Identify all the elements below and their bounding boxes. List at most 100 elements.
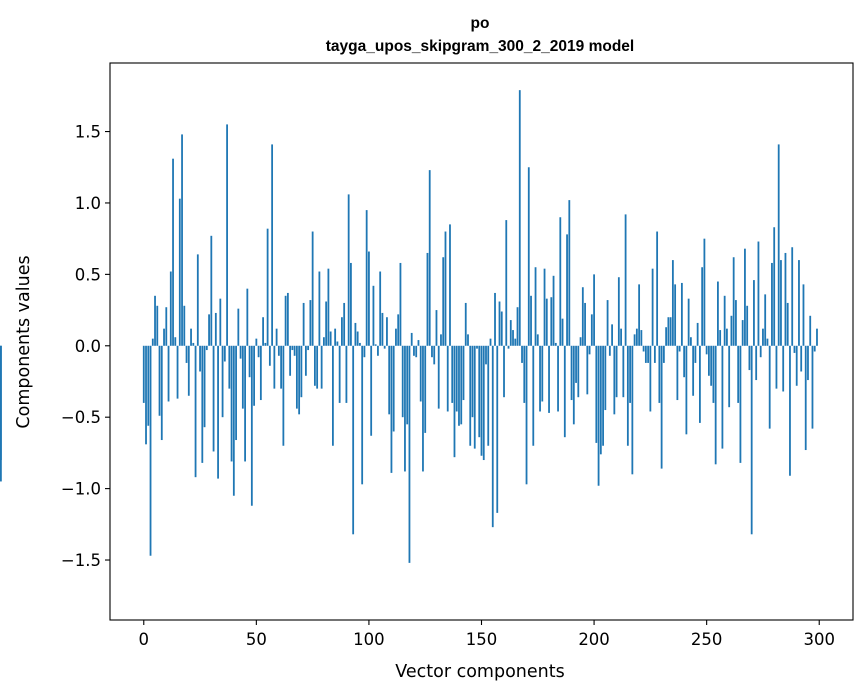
bar bbox=[798, 260, 800, 346]
bar bbox=[221, 345, 224, 418]
bar bbox=[491, 345, 494, 528]
bar bbox=[570, 345, 573, 401]
bar bbox=[516, 307, 519, 346]
bar bbox=[163, 328, 165, 346]
bar bbox=[257, 345, 260, 358]
bar bbox=[687, 298, 690, 346]
bar bbox=[392, 345, 395, 432]
bar bbox=[647, 345, 650, 363]
bar bbox=[665, 327, 668, 346]
bar bbox=[775, 345, 778, 389]
bar bbox=[518, 90, 521, 346]
bar bbox=[446, 345, 449, 412]
bar bbox=[757, 241, 760, 346]
bar bbox=[521, 345, 523, 363]
bar bbox=[426, 252, 429, 346]
bar bbox=[786, 302, 789, 346]
bar bbox=[469, 345, 472, 446]
bar bbox=[169, 271, 172, 346]
bar bbox=[753, 280, 755, 346]
bar bbox=[721, 345, 724, 449]
x-tick-label: 300 bbox=[803, 630, 835, 649]
bar bbox=[674, 284, 677, 346]
bar bbox=[460, 345, 463, 425]
bar bbox=[350, 262, 352, 346]
bar bbox=[816, 328, 818, 346]
bar bbox=[228, 345, 231, 389]
bar bbox=[631, 345, 634, 475]
bar bbox=[703, 238, 706, 346]
bar bbox=[383, 345, 386, 349]
bar bbox=[408, 345, 411, 563]
bar bbox=[593, 274, 595, 346]
bar bbox=[584, 302, 586, 346]
bar bbox=[442, 257, 445, 346]
bar bbox=[390, 345, 393, 473]
bar bbox=[662, 345, 665, 363]
bar bbox=[226, 124, 228, 346]
bar bbox=[480, 345, 483, 456]
bar bbox=[359, 342, 361, 346]
bar bbox=[532, 345, 535, 446]
bar bbox=[602, 345, 604, 446]
bar bbox=[719, 330, 722, 346]
bar bbox=[334, 328, 337, 346]
bar bbox=[462, 345, 465, 401]
bar bbox=[217, 345, 219, 479]
bar bbox=[0, 345, 2, 482]
bar bbox=[750, 345, 753, 535]
bar bbox=[250, 345, 253, 506]
bar bbox=[370, 345, 373, 436]
bar bbox=[543, 268, 546, 346]
bar bbox=[275, 328, 278, 346]
bar bbox=[154, 295, 156, 346]
bar bbox=[167, 345, 170, 402]
bar bbox=[527, 167, 530, 346]
bar bbox=[606, 300, 609, 346]
bar bbox=[145, 345, 147, 445]
bar bbox=[494, 292, 496, 346]
bar bbox=[473, 345, 476, 449]
bar bbox=[599, 345, 602, 455]
bar bbox=[795, 345, 798, 386]
y-tick-label: 0.5 bbox=[75, 265, 101, 284]
bars-group bbox=[0, 90, 818, 563]
bar bbox=[626, 345, 629, 446]
bar bbox=[237, 308, 240, 346]
bar bbox=[415, 345, 418, 358]
bar bbox=[302, 302, 305, 346]
bar bbox=[410, 332, 413, 346]
bar bbox=[327, 268, 330, 346]
bar bbox=[744, 248, 746, 346]
bar bbox=[748, 345, 751, 371]
bar bbox=[617, 277, 620, 346]
bar bbox=[322, 337, 325, 346]
bar bbox=[658, 345, 661, 403]
bar bbox=[404, 345, 406, 472]
bar bbox=[811, 345, 814, 429]
bar bbox=[572, 345, 575, 425]
bar bbox=[406, 345, 409, 425]
bar bbox=[341, 317, 343, 346]
bar bbox=[449, 224, 451, 346]
bar bbox=[345, 345, 348, 403]
bar bbox=[489, 338, 492, 346]
bar bbox=[694, 345, 697, 363]
bar bbox=[300, 345, 303, 398]
bar bbox=[151, 338, 154, 346]
x-tick-label: 250 bbox=[691, 630, 723, 649]
bar bbox=[563, 345, 566, 438]
bar bbox=[183, 305, 186, 346]
bar bbox=[635, 328, 638, 346]
bar bbox=[203, 345, 206, 428]
bar bbox=[689, 337, 692, 346]
bar bbox=[268, 345, 271, 366]
bar bbox=[809, 315, 812, 346]
bar bbox=[223, 345, 226, 362]
bar bbox=[669, 317, 672, 346]
bar bbox=[536, 334, 539, 346]
bar bbox=[458, 345, 460, 426]
bar bbox=[482, 345, 485, 461]
bar bbox=[388, 345, 391, 415]
bar bbox=[187, 345, 190, 396]
